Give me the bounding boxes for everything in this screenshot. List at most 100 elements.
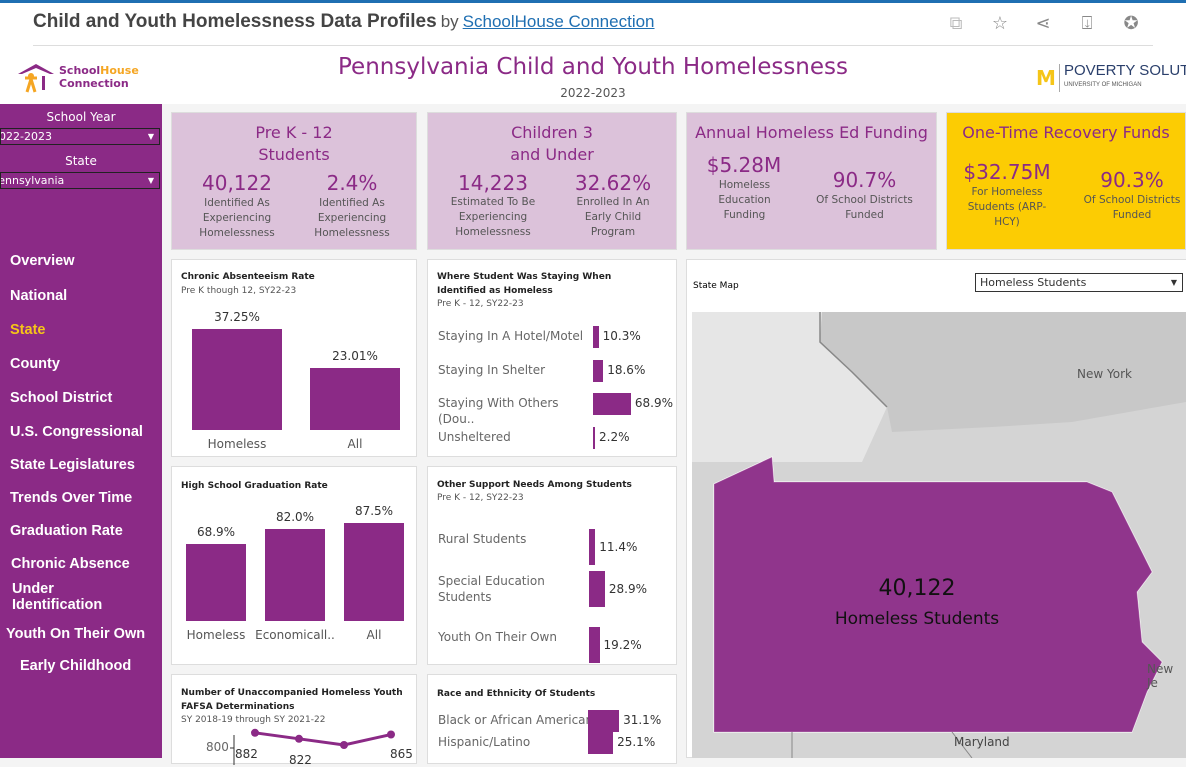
map-select-value: Homeless Students bbox=[980, 276, 1087, 289]
page-title: Pennsylvania Child and Youth Homelessnes… bbox=[338, 54, 848, 80]
bar-category-label: Economicall.. bbox=[255, 628, 335, 642]
nav-youth-on-their-own[interactable]: Youth On Their Own bbox=[6, 626, 146, 642]
kpi-value: 32.62% bbox=[574, 171, 652, 195]
bar bbox=[192, 329, 282, 430]
bar-value-label: 31.1% bbox=[623, 713, 662, 727]
chevron-down-icon: ▼ bbox=[147, 132, 154, 141]
bar-value-label: 82.0% bbox=[275, 510, 315, 525]
kpi-desc: Estimated To Be Experiencing Homelessnes… bbox=[450, 196, 536, 238]
chevron-down-icon: ▼ bbox=[1170, 278, 1177, 287]
kpi-desc: Identified As Experiencing Homelessness bbox=[199, 197, 275, 239]
kpi-value: 90.3% bbox=[1100, 168, 1164, 192]
bar bbox=[593, 326, 599, 348]
nav-county[interactable]: County bbox=[10, 356, 60, 372]
race-ethnicity-chart: Race and Ethnicity Of Students Black or … bbox=[427, 674, 677, 764]
state-select[interactable]: Pennsylvania ▼ bbox=[0, 172, 160, 189]
nav-trends[interactable]: Trends Over Time bbox=[10, 490, 133, 506]
map-value: 40,122 bbox=[878, 576, 956, 601]
bar-category-label: Black or African American bbox=[438, 713, 594, 727]
kpi-annual-funding: Annual Homeless Ed Funding $5.28M Homele… bbox=[686, 112, 937, 250]
where-staying-chart: Where Student Was Staying When Identifie… bbox=[427, 259, 677, 457]
bar-category-label: Staying With Others (Dou.. bbox=[438, 396, 559, 426]
map-label-new-jersey: New Je bbox=[1147, 662, 1174, 690]
chronic-absenteeism-chart: Chronic Absenteeism Rate Pre K though 12… bbox=[171, 259, 417, 457]
map-title: State Map bbox=[693, 281, 739, 291]
bar-category-label: Homeless bbox=[186, 628, 246, 642]
kpi-children-3-under: Children 3 and Under 14,223 Estimated To… bbox=[427, 112, 677, 250]
favorite-icon[interactable]: ☆ bbox=[991, 13, 1009, 34]
badge-icon[interactable]: ✪ bbox=[1123, 13, 1139, 34]
chart-title: High School Graduation Rate bbox=[181, 481, 328, 491]
state-label: State bbox=[65, 154, 97, 168]
logo-text-3: Connection bbox=[59, 77, 129, 90]
map-label-new-york: New York bbox=[1077, 367, 1132, 381]
school-year-label: School Year bbox=[46, 110, 116, 124]
chart-subtitle: Pre K - 12, SY22-23 bbox=[437, 299, 524, 309]
nav-overview[interactable]: Overview bbox=[10, 253, 75, 269]
bar-category-label: Homeless bbox=[207, 437, 267, 451]
school-year-select[interactable]: 2022-2023 ▼ bbox=[0, 128, 160, 145]
logo-text-1: School bbox=[59, 64, 101, 77]
map-label-maryland: Maryland bbox=[954, 735, 1010, 749]
fafsa-point bbox=[340, 741, 348, 749]
kpi-title: Annual Homeless Ed Funding bbox=[695, 123, 928, 142]
point-label: 882 bbox=[235, 747, 258, 761]
fafsa-chart: Number of Unaccompanied Homeless Youth F… bbox=[171, 674, 417, 767]
support-needs-chart: Other Support Needs Among Students Pre K… bbox=[427, 466, 677, 665]
bar-value-label: 37.25% bbox=[214, 310, 260, 325]
graduation-rate-chart: High School Graduation Rate 68.9% Homeles… bbox=[171, 466, 417, 665]
nav-school-district[interactable]: School District bbox=[10, 390, 113, 406]
share-icon[interactable]: ⋖ bbox=[1035, 13, 1051, 34]
nav-state[interactable]: State bbox=[10, 322, 46, 338]
state-map[interactable]: New York Maryland New Je 40,122 Homeless… bbox=[692, 312, 1186, 758]
nav-early-childhood[interactable]: Early Childhood bbox=[20, 658, 132, 674]
bar-value-label: 23.01% bbox=[332, 348, 378, 363]
school-year-value: 2022-2023 bbox=[1, 130, 52, 143]
schoolhouse-icon bbox=[18, 64, 54, 93]
bar-value-label: 10.3% bbox=[602, 329, 641, 343]
nav-state-legislatures[interactable]: State Legislatures bbox=[10, 457, 135, 473]
kpi-desc: Homeless Education Funding bbox=[718, 179, 771, 221]
bar bbox=[588, 710, 620, 732]
kpi-desc: For Homeless Students (ARP-HCY) bbox=[967, 186, 1047, 228]
bar bbox=[589, 627, 600, 663]
kpi-prek12: Pre K - 12 Students 40,122 Identified As… bbox=[171, 112, 417, 250]
kpi-recovery-funds: One-Time Recovery Funds $32.75M For Home… bbox=[946, 112, 1186, 250]
bar-category-label: All bbox=[347, 437, 363, 451]
download-icon[interactable]: ⍗ bbox=[1081, 13, 1093, 34]
kpi-value: 14,223 bbox=[458, 171, 528, 195]
kpi-title: One-Time Recovery Funds bbox=[962, 123, 1170, 142]
bar-category-label: Staying In Shelter bbox=[438, 363, 546, 377]
bar bbox=[593, 427, 595, 449]
duplicate-icon[interactable]: ⧉ bbox=[949, 13, 963, 34]
bar bbox=[186, 543, 246, 621]
bar-value-label: 68.9% bbox=[196, 524, 236, 539]
map-shapes bbox=[692, 312, 1186, 758]
chart-title: Chronic Absenteeism Rate bbox=[181, 272, 315, 282]
nav-national[interactable]: National bbox=[10, 288, 68, 304]
nav-under-identification[interactable]: Under Identification bbox=[12, 581, 103, 613]
publisher-link[interactable]: SchoolHouse Connection bbox=[462, 12, 655, 31]
michigan-m-icon: M bbox=[1036, 66, 1056, 90]
bar-category-label: Hispanic/Latino bbox=[438, 735, 531, 749]
logo-right-text: POVERTY SOLUTION bbox=[1064, 62, 1186, 79]
logo-right-sub: UNIVERSITY OF MICHIGAN bbox=[1064, 82, 1142, 88]
chevron-down-icon: ▼ bbox=[147, 176, 154, 185]
map-measure-select[interactable]: Homeless Students ▼ bbox=[975, 273, 1183, 292]
sidebar bbox=[0, 104, 162, 758]
bar-value-label: 28.9% bbox=[608, 582, 648, 596]
kpi-title: and Under bbox=[510, 145, 594, 164]
nav-chronic-absence[interactable]: Chronic Absence bbox=[11, 556, 130, 572]
nav-graduation-rate[interactable]: Graduation Rate bbox=[10, 523, 123, 539]
app-title: Child and Youth Homelessness Data Profil… bbox=[33, 11, 655, 33]
nav-congressional[interactable]: U.S. Congressional bbox=[10, 424, 143, 440]
bar bbox=[589, 571, 605, 607]
map-value-label: Homeless Students bbox=[834, 609, 1000, 629]
bar-value-label: 18.6% bbox=[607, 363, 646, 377]
bar-category-label: Rural Students bbox=[438, 532, 527, 546]
fafsa-line-plot bbox=[230, 728, 395, 765]
bar bbox=[344, 523, 404, 621]
kpi-title: Students bbox=[258, 145, 330, 164]
kpi-value: $5.28M bbox=[706, 153, 782, 177]
fafsa-line bbox=[254, 731, 392, 747]
